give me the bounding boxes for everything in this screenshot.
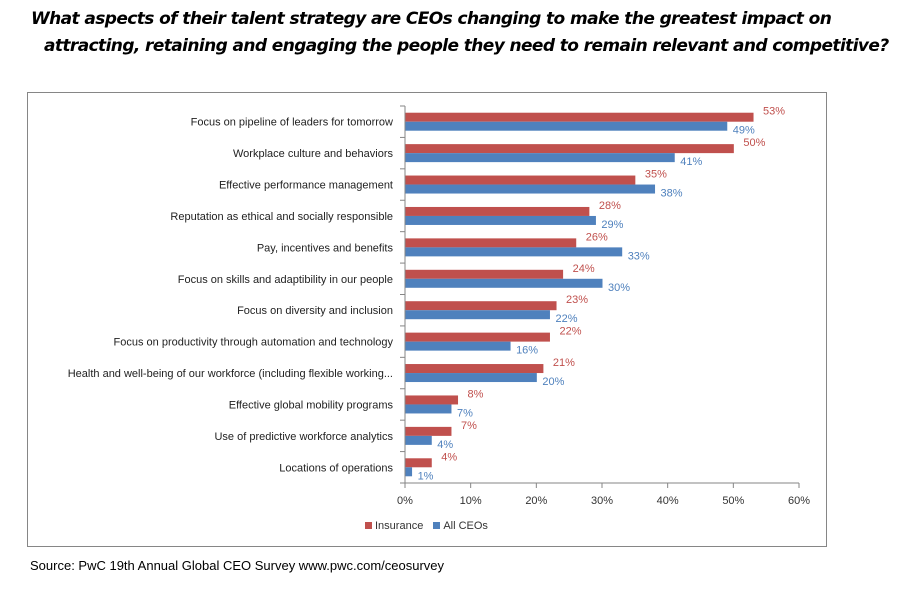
bar-all-ceos [405, 341, 511, 351]
bar-insurance [405, 206, 590, 216]
legend-label-insurance: Insurance [375, 520, 424, 532]
bar-all-ceos [405, 278, 603, 288]
bar-insurance [405, 144, 734, 154]
data-label-all-ceos: 16% [516, 345, 538, 357]
legend-swatch-insurance [365, 522, 372, 529]
data-label-insurance: 21% [553, 357, 575, 369]
bar-all-ceos [405, 121, 728, 131]
data-label-insurance: 53% [763, 106, 785, 118]
bar-insurance [405, 332, 550, 342]
bar-all-ceos [405, 310, 550, 320]
bar-insurance [405, 238, 577, 248]
bar-insurance [405, 364, 544, 374]
legend-item-insurance: Insurance [365, 520, 423, 532]
x-tick-label: 0% [397, 495, 413, 507]
x-tick-label: 10% [460, 495, 482, 507]
bar-insurance [405, 175, 636, 185]
data-label-all-ceos: 29% [601, 219, 623, 231]
category-label: Effective global mobility programs [229, 399, 394, 411]
bar-all-ceos [405, 215, 596, 225]
category-label: Reputation as ethical and socially respo… [170, 211, 393, 223]
category-label: Effective performance management [219, 180, 393, 192]
bar-all-ceos [405, 435, 432, 445]
data-label-insurance: 4% [441, 451, 457, 463]
data-label-insurance: 50% [743, 137, 765, 149]
data-label-all-ceos: 30% [608, 282, 630, 294]
data-label-all-ceos: 1% [418, 470, 434, 482]
data-label-insurance: 35% [645, 169, 667, 181]
bar-all-ceos [405, 153, 675, 163]
legend-label-all-ceos: All CEOs [443, 520, 488, 532]
chart-title-line-2: attracting, retaining and engaging the p… [44, 36, 889, 56]
x-tick-label: 50% [722, 495, 744, 507]
bar-insurance [405, 426, 452, 436]
bar-all-ceos [405, 467, 413, 477]
data-label-all-ceos: 38% [661, 188, 683, 200]
bar-all-ceos [405, 404, 452, 414]
category-label: Pay, incentives and benefits [257, 242, 394, 254]
category-label: Health and well-being of our workforce (… [68, 368, 393, 380]
chart-title-line-1: What aspects of their talent strategy ar… [31, 9, 832, 29]
data-label-insurance: 8% [468, 388, 484, 400]
bar-insurance [405, 458, 432, 468]
data-label-all-ceos: 41% [680, 156, 702, 168]
x-tick-label: 30% [591, 495, 613, 507]
category-label: Focus on productivity through automation… [114, 337, 394, 349]
chart-frame [27, 92, 827, 547]
data-label-insurance: 7% [461, 420, 477, 432]
bar-all-ceos [405, 247, 623, 257]
data-label-all-ceos: 7% [457, 407, 473, 419]
legend: Insurance All CEOs [365, 520, 488, 532]
category-label: Focus on diversity and inclusion [237, 305, 393, 317]
x-tick-label: 60% [788, 495, 810, 507]
x-tick-label: 40% [657, 495, 679, 507]
data-label-insurance: 26% [586, 231, 608, 243]
category-label: Focus on skills and adaptibility in our … [178, 274, 393, 286]
bar-insurance [405, 395, 459, 405]
data-label-insurance: 24% [573, 263, 595, 275]
data-label-all-ceos: 20% [542, 376, 564, 388]
data-label-all-ceos: 22% [555, 313, 577, 325]
data-label-insurance: 22% [559, 326, 581, 338]
data-label-all-ceos: 33% [628, 250, 650, 262]
data-label-insurance: 28% [599, 200, 621, 212]
bar-all-ceos [405, 373, 537, 383]
legend-swatch-all-ceos [433, 522, 441, 529]
category-label: Focus on pipeline of leaders for tomorro… [191, 117, 393, 129]
bar-insurance [405, 269, 564, 279]
x-tick-label: 20% [525, 495, 547, 507]
data-label-all-ceos: 4% [437, 439, 453, 451]
bar-insurance [405, 301, 557, 311]
category-label: Workplace culture and behaviors [233, 148, 393, 160]
source-note: Source: PwC 19th Annual Global CEO Surve… [30, 558, 445, 573]
data-label-all-ceos: 49% [733, 125, 755, 137]
category-label: Locations of operations [279, 462, 393, 474]
bar-insurance [405, 112, 754, 122]
legend-item-all-ceos: All CEOs [433, 520, 488, 532]
bar-all-ceos [405, 184, 656, 194]
data-label-insurance: 23% [566, 294, 588, 306]
category-label: Use of predictive workforce analytics [214, 431, 393, 443]
